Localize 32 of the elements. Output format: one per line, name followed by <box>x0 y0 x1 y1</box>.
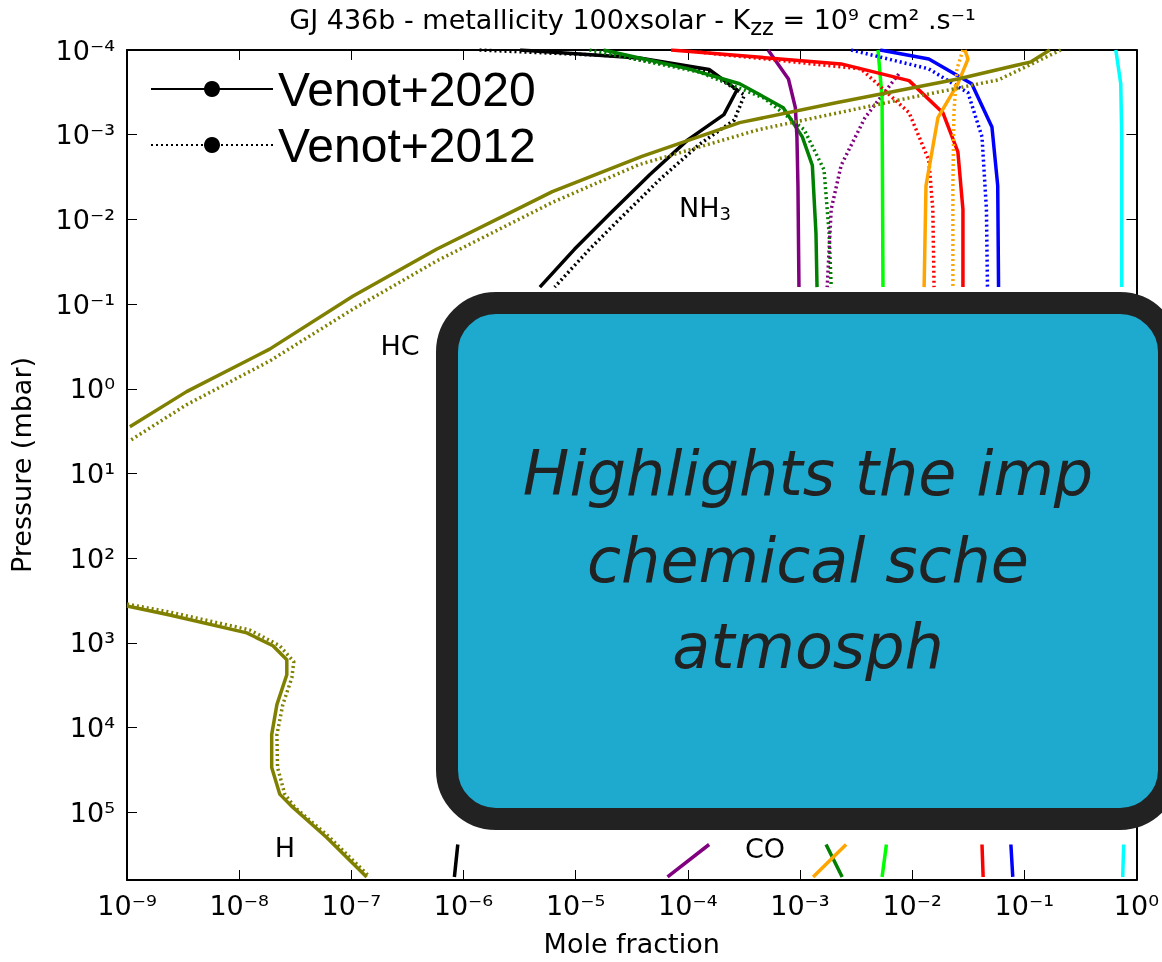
y-tick-label: 10⁰ <box>69 373 115 405</box>
x-tick-label: 10⁻³ <box>770 890 830 921</box>
annotation: H <box>274 831 296 863</box>
y-tick-label: 10⁻¹ <box>55 288 115 320</box>
annotation: CO <box>744 832 786 864</box>
y-tick-label: 10⁴ <box>69 712 115 744</box>
y-tick-label: 10⁵ <box>69 796 115 828</box>
x-tick-label: 10⁻⁹ <box>97 890 157 921</box>
x-tick-label: 10⁻⁴ <box>658 890 718 921</box>
annotation: HC <box>380 329 420 361</box>
x-axis-title: Mole fraction <box>543 928 720 959</box>
legend-label: Venot+2020 <box>278 62 536 116</box>
y-tick-label: 10² <box>69 542 115 574</box>
x-tick-label: 10⁰ <box>1113 890 1159 921</box>
x-tick-label: 10⁻⁵ <box>545 890 606 921</box>
y-axis-title: Pressure (mbar) <box>6 356 37 574</box>
callout-box: Highlights the imp chemical sche atmosph <box>436 292 1162 830</box>
annotation: chemical sche <box>587 522 1029 599</box>
y-tick-label: 10¹ <box>69 458 115 489</box>
x-tick-label: 10⁻⁶ <box>433 890 494 921</box>
y-tick-label: 10³ <box>69 627 115 659</box>
y-tick-label: 10⁻⁴ <box>55 34 115 66</box>
x-tick-label: 10⁻⁸ <box>209 890 269 921</box>
annotation: atmosph <box>672 609 944 686</box>
y-tick-label: 10⁻² <box>55 203 115 235</box>
x-tick-label: 10⁻² <box>882 890 942 921</box>
legend-label: Venot+2012 <box>278 118 536 172</box>
annotation: Highlights the imp <box>522 435 1094 512</box>
x-tick-label: 10⁻⁷ <box>321 890 382 921</box>
y-tick-label: 10⁻³ <box>55 119 115 151</box>
chart-title: GJ 436b - metallicity 100xsolar - K$_{zz}$ = 10⁹ cm² .s⁻¹ <box>288 4 977 41</box>
x-tick-label: 10⁻¹ <box>994 890 1054 921</box>
